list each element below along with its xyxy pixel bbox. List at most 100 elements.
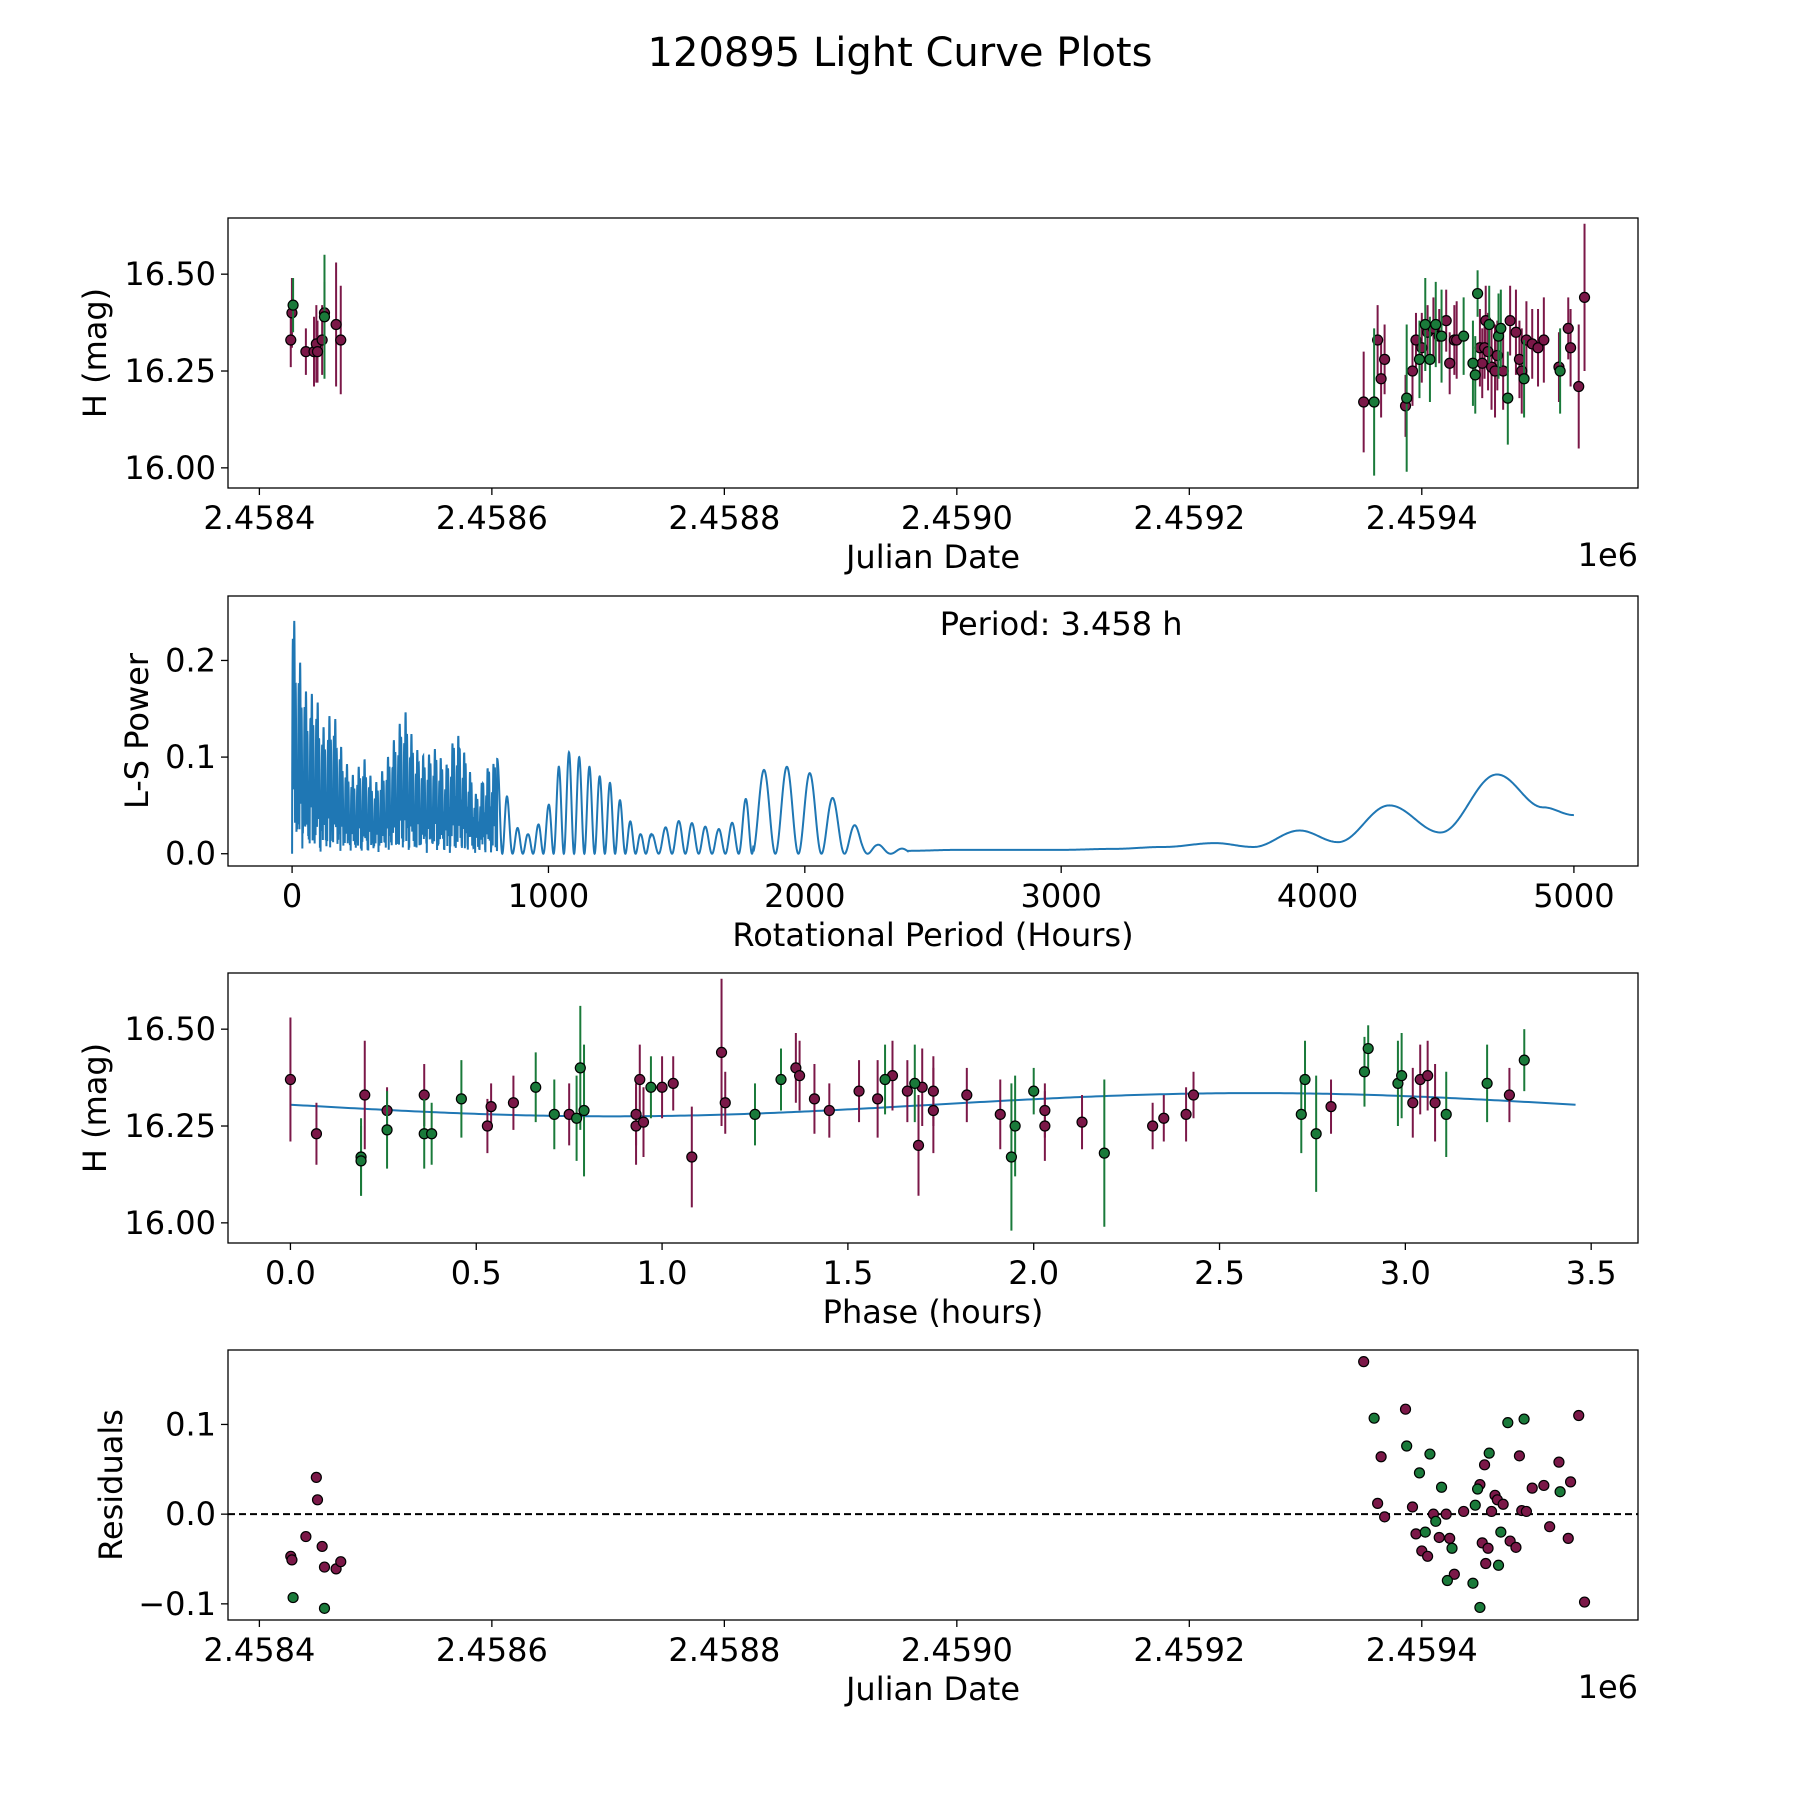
data-point (1485, 1505, 1498, 1518)
data-point (1578, 1596, 1591, 1608)
data-point (1325, 1101, 1337, 1113)
data-point (1482, 346, 1494, 358)
data-point (1028, 1085, 1040, 1097)
data-point (311, 1494, 324, 1506)
panels: 2.4584 2.4586 2.4588 2.4590 2.4592 2.4594 16.0… (76, 217, 1639, 1708)
y-tick-label: 16.50 (124, 1010, 216, 1048)
data-point (912, 1139, 925, 1151)
data-point (1564, 1476, 1577, 1488)
data-point (284, 1073, 297, 1086)
data-point (1554, 365, 1566, 377)
data-point (1497, 365, 1509, 377)
data-point (901, 1085, 913, 1097)
y-tick-label: 0.2 (165, 641, 216, 679)
data-point (961, 1089, 973, 1101)
data-point (1422, 1550, 1434, 1562)
x-tick-label: 2.4584 (203, 1631, 315, 1669)
y-axis-label: L-S Power (118, 652, 156, 809)
data-point (909, 1077, 921, 1090)
data-point (1396, 1070, 1408, 1082)
data-point (570, 1112, 583, 1124)
data-point (1422, 1070, 1434, 1082)
data-point (927, 1104, 939, 1117)
x-tick-label: 0 (282, 877, 302, 915)
data-point (1158, 1112, 1170, 1124)
data-point (578, 1104, 590, 1117)
data-point (359, 1089, 371, 1101)
data-point (1368, 396, 1380, 408)
y-tick-label: −0.1 (138, 1585, 216, 1623)
data-point (300, 1530, 312, 1543)
data-point (719, 1097, 731, 1109)
data-point (310, 1128, 323, 1140)
y-axis-label: Residuals (92, 1409, 130, 1561)
x-tick-label: 2000 (764, 877, 845, 915)
x-tick-label: 2.4586 (436, 499, 548, 537)
data-point (1553, 1456, 1565, 1468)
data-point (311, 346, 324, 358)
data-point (1471, 1483, 1484, 1495)
x-tick-label: 3.5 (1566, 1254, 1617, 1292)
x-axis-label: Julian Date (844, 1670, 1020, 1708)
data-point (1483, 1447, 1495, 1459)
data-point (1429, 1097, 1441, 1109)
data-point (1562, 1532, 1574, 1544)
residuals-plot-area (228, 1356, 1638, 1614)
data-point (318, 311, 331, 323)
data-point (455, 1093, 467, 1105)
data-point (1513, 353, 1526, 365)
data-point (630, 1108, 642, 1120)
data-point (1495, 1526, 1507, 1538)
data-point (1295, 1108, 1307, 1120)
data-point (316, 334, 328, 346)
data-point (879, 1073, 891, 1086)
data-point (715, 1046, 728, 1059)
data-point (927, 1085, 939, 1097)
y-tick-label: 0.1 (165, 1405, 216, 1443)
data-point (1469, 1499, 1481, 1511)
data-point (1474, 1601, 1486, 1614)
data-point (1554, 1486, 1566, 1498)
residuals-frame (227, 1349, 1639, 1621)
data-point (335, 334, 347, 346)
data-point (318, 1602, 331, 1614)
data-point (481, 1120, 494, 1132)
data-point (1401, 392, 1413, 404)
data-point (426, 1128, 438, 1140)
axis-offset-label: 1e6 (1578, 536, 1638, 574)
data-point (1310, 1128, 1322, 1140)
data-point (1375, 373, 1387, 385)
x-tick-label: 0.5 (451, 1254, 502, 1292)
data-point (286, 1554, 298, 1566)
periodogram-plot-area (291, 620, 1574, 856)
x-tick-label: 3.0 (1380, 1254, 1431, 1292)
data-point (316, 1540, 328, 1553)
data-point (1180, 1108, 1192, 1120)
data-point (287, 1591, 299, 1604)
data-point (1510, 326, 1522, 338)
data-point (1444, 1532, 1456, 1544)
data-point (1419, 1526, 1431, 1538)
data-point (1187, 1089, 1200, 1101)
data-point (330, 318, 342, 331)
x-tick-label: 2.4594 (1366, 1631, 1478, 1669)
x-tick-label: 5000 (1533, 877, 1614, 915)
data-point (1502, 392, 1514, 404)
x-axis-label: Rotational Period (Hours) (732, 916, 1133, 954)
y-tick-label: 16.25 (124, 1107, 216, 1145)
data-point (1440, 1508, 1452, 1520)
data-point (1518, 373, 1530, 385)
data-point (645, 1081, 657, 1093)
data-point (1005, 1151, 1018, 1163)
data-point (1502, 1417, 1514, 1429)
data-point (1435, 330, 1448, 342)
data-point (1378, 1511, 1391, 1523)
data-point (1358, 1356, 1370, 1368)
data-point (1009, 1120, 1021, 1132)
data-point (1467, 1577, 1479, 1589)
data-point (1471, 287, 1484, 300)
phase-curve-frame (227, 972, 1639, 1244)
data-point (1503, 1089, 1516, 1101)
phase-curve-plot-area (284, 978, 1576, 1231)
data-point (1435, 1481, 1448, 1493)
